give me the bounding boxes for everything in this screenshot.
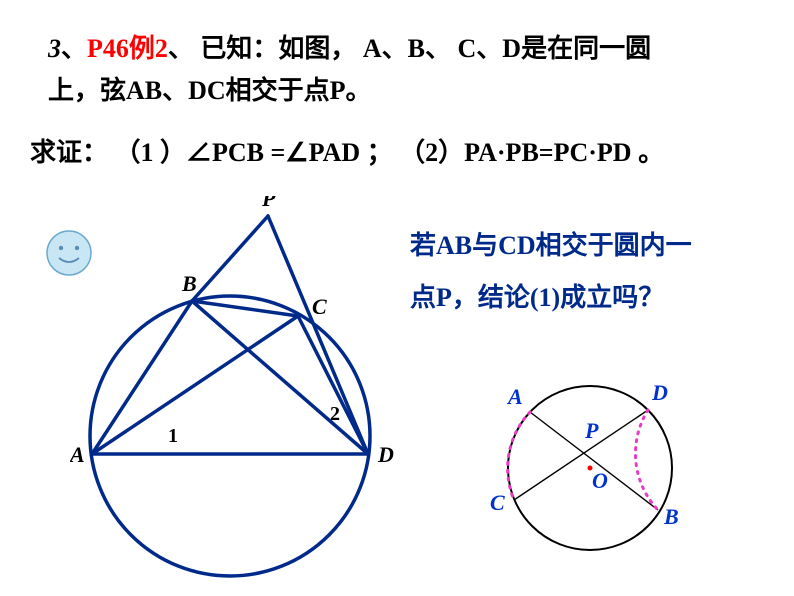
svg-text:D: D	[377, 442, 394, 467]
prove-label: 求证：	[30, 138, 108, 167]
svg-text:D: D	[651, 380, 668, 405]
svg-text:B: B	[663, 504, 679, 529]
problem-line1-p2: 、 已知：如图， A、B、 C、D是在同一圆	[168, 34, 651, 63]
svg-text:P: P	[261, 196, 276, 211]
svg-text:A: A	[506, 384, 523, 409]
diagram-secondary: A D C B PO	[470, 360, 730, 580]
svg-text:B: B	[181, 271, 197, 296]
svg-text:P: P	[584, 418, 599, 443]
prove-part2: （2）PA·PB=PC·PD 。	[399, 138, 664, 167]
svg-text:2: 2	[330, 403, 340, 425]
problem-statement: 3、P46例2、 已知：如图， A、B、 C、D是在同一圆 上，弦AB、DC相交…	[48, 28, 758, 111]
problem-line2: 上，弦AB、DC相交于点P。	[48, 76, 372, 105]
svg-text:C: C	[312, 294, 327, 319]
problem-ref: P46例2	[87, 34, 168, 63]
sep1: 、	[61, 34, 87, 63]
problem-number: 3	[48, 34, 61, 63]
prove-part1: （1 ）∠PCB =∠PAD ；	[115, 138, 393, 167]
svg-text:C: C	[490, 490, 505, 515]
diagram-main: A B C D P 1 2	[70, 196, 410, 596]
svg-text:A: A	[70, 442, 85, 467]
prove-statement: 求证： （1 ）∠PCB =∠PAD ； （2）PA·PB=PC·PD 。	[30, 132, 770, 174]
svg-text:O: O	[592, 468, 608, 493]
sub-question: 若AB与CD相交于圆内一 点P，结论(1)成立吗？	[410, 220, 770, 324]
question-line1: 若AB与CD相交于圆内一	[410, 231, 692, 260]
question-line2: 点P，结论(1)成立吗？	[410, 283, 664, 312]
svg-text:1: 1	[168, 425, 178, 447]
